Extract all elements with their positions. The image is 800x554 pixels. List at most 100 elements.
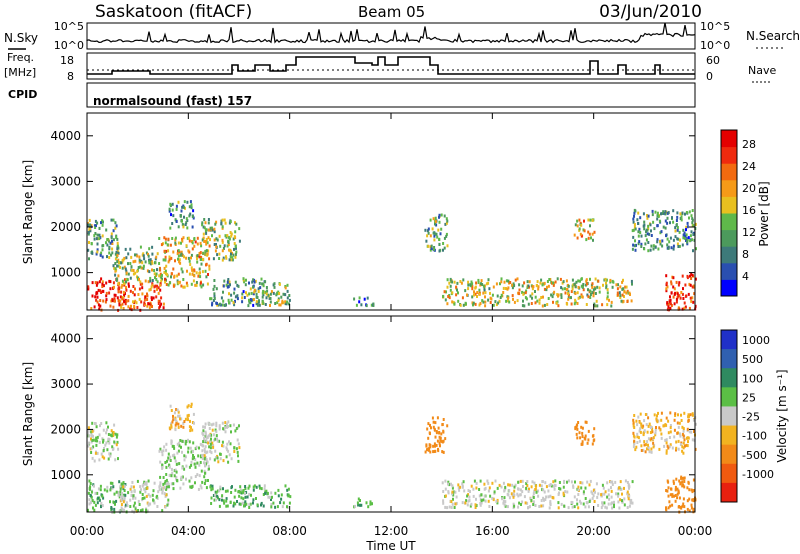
velocity-echo-cell — [99, 424, 101, 428]
velocity-echo-cell — [573, 495, 576, 499]
power-echo-cell — [665, 281, 668, 285]
velocity-echo-cell — [597, 492, 600, 496]
power-echo-cell — [661, 244, 664, 248]
power-echo-cell — [650, 234, 653, 237]
power-echo-cell — [634, 248, 637, 252]
power-echo-cell — [471, 295, 474, 299]
power-echo-cell — [156, 284, 159, 288]
velocity-echo-cell — [479, 503, 482, 507]
power-echo-cell — [116, 244, 119, 248]
velocity-echo-cell — [196, 461, 199, 465]
velocity-echo-cell — [179, 439, 182, 442]
velocity-echo-cell — [354, 504, 357, 508]
x-tick-label: 04:00 — [171, 524, 206, 538]
power-echo-cell — [154, 257, 157, 261]
velocity-echo-cell — [483, 487, 486, 491]
velocity-echo-cell — [605, 506, 608, 510]
velocity-echo-cell — [208, 467, 210, 471]
power-echo-cell — [474, 292, 477, 296]
velocity-echo-cell — [192, 441, 195, 445]
velocity-echo-cell — [94, 503, 97, 507]
power-echo-cell — [160, 279, 163, 283]
power-echo-cell — [236, 294, 239, 298]
velocity-echo-cell — [611, 480, 614, 484]
velocity-echo-cell — [591, 496, 594, 500]
velocity-echo-cell — [633, 426, 636, 429]
velocity-echo-cell — [679, 482, 682, 486]
power-echo-cell — [160, 275, 163, 279]
velocity-echo-cell — [102, 428, 105, 432]
velocity-echo-cell — [467, 489, 470, 493]
velocity-echo-cell — [559, 487, 562, 491]
power-echo-cell — [540, 278, 543, 282]
velocity-echo-cell — [188, 479, 191, 483]
velocity-echo-cell — [233, 495, 236, 499]
velocity-echo-cell — [688, 430, 691, 434]
power-echo-cell — [205, 253, 208, 257]
velocity-echo-cell — [529, 497, 532, 501]
power-echo-cell — [205, 228, 208, 232]
power-echo-cell — [570, 302, 573, 306]
power-echo-cell — [176, 274, 179, 278]
velocity-echo-cell — [236, 500, 238, 503]
velocity-echo-cell — [549, 483, 552, 486]
velocity-echo-cell — [426, 448, 428, 452]
power-echo-cell — [229, 231, 232, 234]
velocity-echo-cell — [114, 458, 117, 462]
power-echo-cell — [145, 251, 148, 255]
power-echo-cell — [429, 234, 432, 238]
power-echo-cell — [168, 255, 171, 259]
power-echo-cell — [562, 280, 565, 284]
power-echo-cell — [208, 264, 211, 268]
power-echo-cell — [566, 302, 569, 306]
power-echo-cell — [99, 299, 102, 302]
power-echo-cell — [643, 223, 646, 227]
velocity-colorbar-swatch — [721, 425, 737, 446]
velocity-echo-cell — [682, 497, 685, 501]
power-echo-cell — [181, 270, 184, 274]
velocity-echo-cell — [426, 427, 429, 431]
velocity-echo-cell — [190, 485, 193, 489]
velocity-echo-cell — [219, 487, 222, 491]
power-echo-cell — [234, 245, 237, 248]
power-echo-cell — [626, 300, 629, 303]
velocity-echo-cell — [552, 496, 555, 500]
power-echo-cell — [149, 279, 152, 283]
velocity-echo-cell — [208, 427, 211, 430]
velocity-echo-cell — [540, 499, 543, 502]
power-echo-cell — [188, 272, 191, 276]
velocity-echo-cell — [199, 461, 202, 464]
power-echo-cell — [429, 248, 432, 252]
power-echo-cell — [683, 236, 686, 240]
velocity-echo-cell — [457, 486, 460, 490]
velocity-echo-cell — [212, 422, 215, 426]
velocity-echo-cell — [204, 425, 206, 429]
velocity-echo-cell — [357, 503, 360, 507]
velocity-echo-cell — [162, 482, 165, 486]
power-echo-cell — [181, 219, 183, 223]
freq-label: Freq. — [7, 51, 34, 64]
velocity-echo-cell — [623, 503, 626, 507]
power-echo-cell — [572, 283, 575, 287]
velocity-echo-cell — [87, 431, 90, 435]
power-echo-cell — [160, 302, 163, 306]
velocity-echo-cell — [667, 419, 670, 423]
power-echo-cell — [183, 285, 186, 289]
velocity-echo-cell — [105, 431, 108, 435]
velocity-echo-cell — [665, 489, 668, 492]
power-echo-cell — [669, 306, 672, 310]
velocity-echo-cell — [663, 424, 666, 428]
power-echo-cell — [489, 301, 492, 304]
power-echo-cell — [222, 299, 225, 303]
velocity-echo-cell — [540, 504, 543, 508]
velocity-echo-cell — [249, 502, 252, 506]
velocity-echo-cell — [231, 485, 233, 489]
power-echo-cell — [622, 287, 625, 291]
power-echo-cell — [589, 218, 592, 222]
velocity-echo-cell — [668, 500, 671, 504]
power-echo-cell — [657, 247, 660, 251]
power-echo-cell — [565, 279, 568, 283]
power-echo-cell — [453, 280, 456, 284]
power-echo-cell — [631, 229, 634, 233]
power-echo-cell — [595, 299, 598, 303]
